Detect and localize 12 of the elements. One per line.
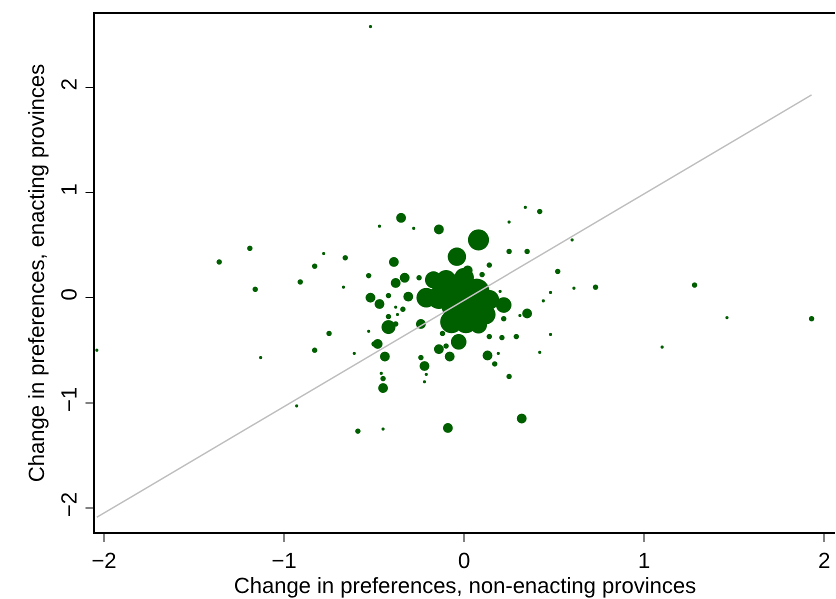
x-axis-title: Change in preferences, non-enacting provinces — [234, 573, 696, 598]
x-tick-label: 0 — [458, 548, 470, 574]
x-tick-label: −1 — [272, 548, 297, 574]
y-tick-label: −1 — [56, 386, 82, 412]
y-tick-label: 2 — [56, 78, 82, 90]
x-tick-label: 2 — [818, 548, 830, 574]
y-tick-label: 0 — [56, 288, 82, 301]
y-tick-label: 1 — [56, 183, 82, 196]
x-tick-label: −2 — [91, 548, 117, 574]
y-axis-title: Change in preferences, enacting provinces — [24, 64, 49, 482]
y-tick-label: −2 — [56, 492, 82, 518]
x-tick-label: 1 — [638, 548, 650, 574]
